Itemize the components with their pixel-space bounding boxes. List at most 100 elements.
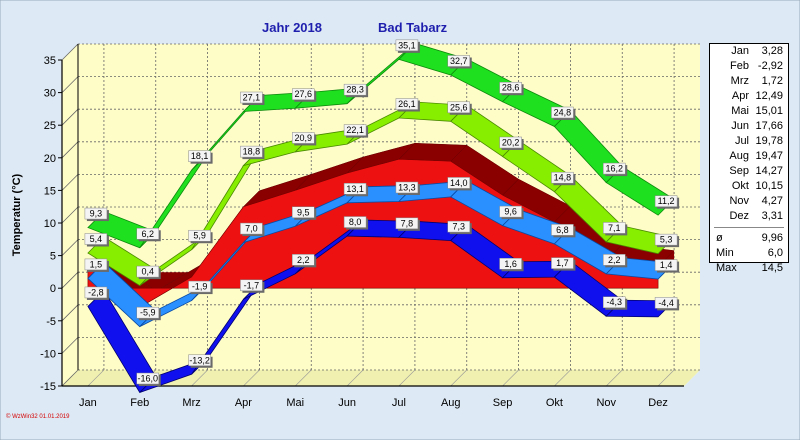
legend-stat-row: ø 9,96 bbox=[710, 231, 788, 246]
data-label-text: 0,4 bbox=[141, 267, 154, 277]
legend-month: Okt bbox=[731, 180, 749, 192]
y-tick-label: 30 bbox=[44, 88, 56, 100]
data-label-text: 22,1 bbox=[346, 125, 364, 135]
data-label-box bbox=[188, 229, 211, 242]
data-label-min: -1,7 bbox=[240, 279, 265, 293]
data-label-box bbox=[499, 205, 522, 218]
y-axis: 35 30 25 20 15 10 5 0 -5 -10 -15 bbox=[40, 44, 79, 393]
legend-row: Sep 14,27 bbox=[710, 164, 788, 179]
data-label-box bbox=[84, 233, 108, 245]
y-tick-label: -10 bbox=[40, 348, 56, 360]
data-label-text: 14,8 bbox=[554, 173, 572, 183]
floor-grid-line bbox=[606, 369, 623, 387]
data-label-box bbox=[551, 224, 574, 236]
legend-month: Aug bbox=[729, 150, 749, 162]
grid-line-side bbox=[61, 304, 79, 322]
data-label-avgmin: 7,0 bbox=[240, 222, 265, 237]
data-label-text: 7,3 bbox=[452, 222, 465, 232]
floor-grid-line bbox=[554, 369, 571, 387]
data-label-box bbox=[447, 177, 470, 189]
data-label-box bbox=[499, 258, 522, 270]
legend-divider bbox=[714, 227, 784, 228]
legend-month: Mai bbox=[731, 105, 749, 117]
data-label-min: 1,6 bbox=[499, 258, 524, 272]
legend-month: Apr bbox=[731, 90, 749, 102]
data-label-max: 35,1 bbox=[395, 39, 420, 53]
data-label-box bbox=[447, 55, 470, 67]
legend-month: Jan bbox=[731, 45, 749, 57]
data-label-text: 18,8 bbox=[243, 147, 261, 157]
y-tick-label: 25 bbox=[44, 120, 56, 132]
data-label-box bbox=[395, 217, 419, 230]
legend-value: 14,27 bbox=[755, 165, 783, 177]
data-label-text: 24,8 bbox=[554, 108, 572, 118]
legend-months: Jan 3,28 Feb -2,92 Mrz 1,72 Apr 12,49 Mai 15,01 Ju… bbox=[710, 44, 788, 224]
legend-stat-name: ø bbox=[716, 232, 723, 244]
x-tick-label: Aug bbox=[441, 397, 461, 409]
data-label-text: -4,3 bbox=[606, 297, 622, 307]
data-label-text: 35,1 bbox=[398, 40, 416, 50]
data-label-text: 5,9 bbox=[193, 231, 206, 241]
y-tick-label: 10 bbox=[44, 218, 56, 230]
data-label-text: 27,6 bbox=[294, 89, 312, 99]
data-label-box bbox=[447, 220, 470, 233]
grid-line-side bbox=[61, 76, 79, 93]
data-label-text: -4,4 bbox=[658, 298, 674, 308]
x-tick-label: Sep bbox=[493, 397, 513, 409]
legend-value: -2,92 bbox=[757, 60, 783, 72]
data-label-min: -4,4 bbox=[654, 297, 680, 311]
data-label-box bbox=[240, 222, 263, 235]
data-label-box bbox=[499, 81, 522, 94]
grid-line-side bbox=[61, 206, 79, 224]
legend-row: Jun 17,66 bbox=[710, 119, 788, 134]
data-label-box bbox=[447, 101, 470, 114]
floor-grid-line bbox=[346, 369, 364, 387]
legend-row: Okt 10,15 bbox=[710, 179, 788, 194]
legend-row: Nov 4,27 bbox=[710, 194, 788, 209]
legend-stat-name: Max bbox=[716, 262, 737, 274]
data-label-text: 7,0 bbox=[245, 224, 258, 234]
legend-value: 19,47 bbox=[755, 150, 783, 162]
data-label-text: 7,1 bbox=[608, 223, 621, 233]
data-label-max: 27,1 bbox=[240, 91, 265, 106]
legend-row: Feb -2,92 bbox=[710, 59, 788, 74]
legend-value: 10,15 bbox=[755, 180, 783, 192]
data-label-max: 18,1 bbox=[188, 150, 213, 164]
data-label-box bbox=[188, 354, 211, 367]
data-label-avgmax: 18,8 bbox=[240, 145, 265, 160]
legend-stat-row: Max 14,5 bbox=[710, 261, 788, 276]
x-tick-label: Okt bbox=[546, 397, 563, 409]
legend-row: Aug 19,47 bbox=[710, 149, 788, 164]
data-label-avgmin: 13,3 bbox=[395, 181, 420, 195]
x-axis: Jan Feb Mrz Apr Mai Jun Jul Aug Sep Okt Nov Dez bbox=[62, 385, 684, 409]
data-label-min: 8,0 bbox=[343, 216, 369, 230]
data-label-text: 1,7 bbox=[556, 258, 569, 268]
data-label-avgmax: 5,4 bbox=[84, 233, 109, 247]
data-label-box bbox=[292, 206, 315, 219]
legend-value: 3,28 bbox=[761, 45, 783, 57]
data-label-box bbox=[603, 254, 626, 266]
grid-line-side bbox=[61, 271, 79, 289]
data-label-box bbox=[395, 98, 419, 110]
data-label-box bbox=[343, 216, 367, 228]
x-tick-label: Nov bbox=[596, 397, 616, 409]
data-label-text: -1,7 bbox=[244, 280, 260, 290]
data-label-text: -13,2 bbox=[189, 355, 210, 365]
data-label-box bbox=[84, 286, 108, 299]
data-label-max: 28,6 bbox=[499, 81, 524, 96]
floor-grid-line bbox=[502, 369, 519, 387]
floor-grid-line bbox=[398, 369, 416, 387]
data-label-box bbox=[654, 233, 678, 246]
data-label-text: 2,2 bbox=[608, 255, 621, 265]
legend-month: Nov bbox=[729, 195, 749, 207]
data-label-avgmin: -5,9 bbox=[136, 306, 161, 321]
legend-value: 4,27 bbox=[761, 195, 783, 207]
grid-line-side bbox=[61, 337, 79, 354]
data-label-box bbox=[240, 91, 263, 104]
data-label-text: 6,2 bbox=[141, 229, 154, 239]
data-label-text: 5,4 bbox=[90, 234, 103, 244]
data-label-box bbox=[395, 39, 419, 52]
legend-stat-name: Min bbox=[716, 247, 734, 259]
data-label-avgmin: 1,4 bbox=[654, 259, 680, 273]
